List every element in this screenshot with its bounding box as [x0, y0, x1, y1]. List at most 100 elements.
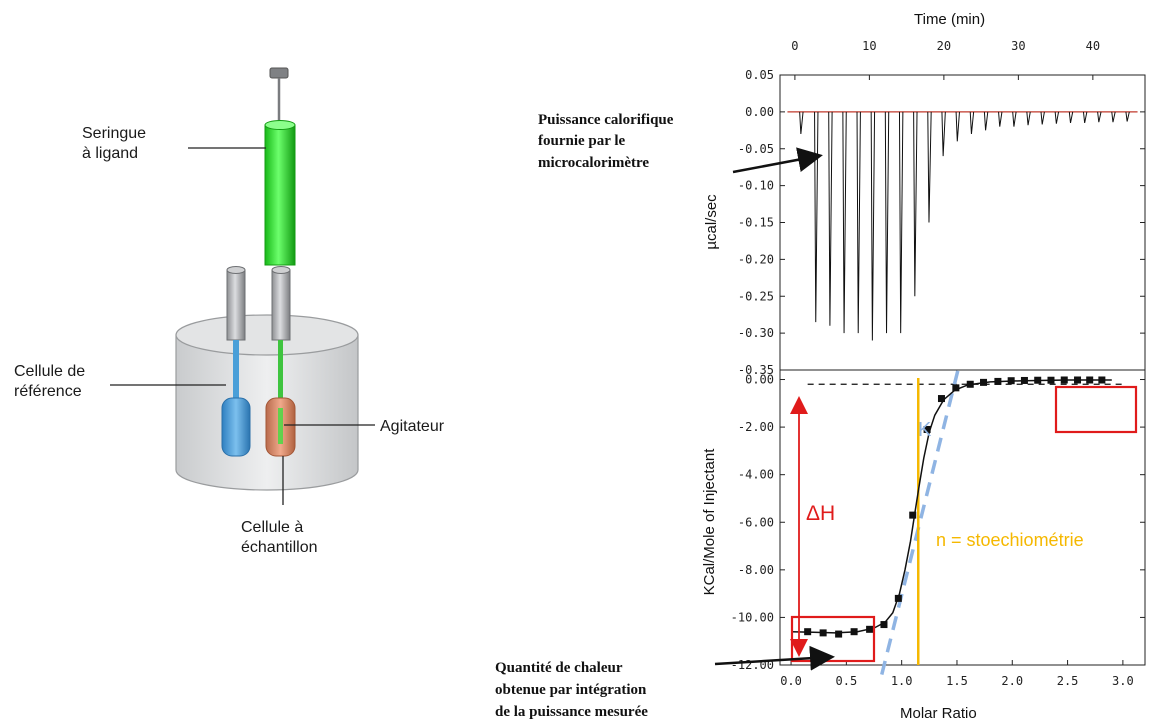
itc-apparatus: Seringue à ligand Cellule de référence A…	[14, 67, 445, 556]
thermogram-peak	[1082, 111, 1088, 124]
thermogram-peak	[998, 111, 1003, 127]
top-y-tick-label: -0.10	[738, 179, 774, 193]
thermogram-frame	[779, 74, 1146, 371]
isotherm-point	[1060, 376, 1068, 384]
k-slope-line	[880, 364, 961, 675]
top-x-ticks: 0 10 20 30 40	[791, 39, 1100, 80]
isotherm-point	[1086, 376, 1094, 384]
thermogram-peak	[828, 111, 833, 326]
thermogram-peak	[955, 111, 960, 142]
high-plateau-box	[1054, 385, 1138, 434]
isotherm-point	[819, 629, 827, 637]
thermogram-peak	[898, 111, 904, 334]
bottom-x-tick-label: 2.0	[1001, 674, 1023, 688]
thermogram-peaks	[799, 111, 1130, 341]
thermogram-peak	[1040, 111, 1045, 125]
thermogram-peak	[1097, 111, 1102, 123]
isotherm-point	[923, 425, 931, 433]
top-y-tick-label: -0.25	[738, 289, 774, 303]
bottom-x-tick-label: 0.0	[780, 674, 802, 688]
isotherm-point	[1020, 376, 1028, 384]
n-label: n = stoechiométrie	[936, 530, 1084, 550]
syringe-label: Seringue	[82, 125, 146, 142]
heat-annotation: Quantité de chaleur obtenue par intégrat…	[495, 645, 835, 720]
thermogram-peak	[941, 111, 946, 157]
bottom-y-axis-label: KCal/Mole of Injectant	[701, 448, 718, 596]
thermogram-peak	[856, 111, 861, 334]
isotherm-point	[909, 511, 917, 519]
thermogram-peak	[1125, 111, 1130, 122]
isotherm-point	[966, 380, 974, 388]
isotherm-point	[835, 630, 843, 638]
isotherm-point	[1047, 376, 1055, 384]
bottom-y-tick-label: 0.00	[745, 373, 774, 387]
syringe-label-line2: à ligand	[82, 145, 138, 162]
power-label-line3: microcalorimètre	[538, 155, 649, 171]
thermogram-peak	[799, 111, 804, 135]
bottom-y-tick-label: -8.00	[738, 563, 774, 577]
thermogram-peak	[842, 111, 847, 334]
thermogram-peak	[983, 111, 989, 131]
isotherm-point	[894, 594, 902, 602]
top-x-tick-label: 30	[1011, 39, 1025, 53]
thermogram-peak	[913, 111, 918, 297]
isotherm-point	[994, 377, 1002, 385]
bottom-x-tick-label: 2.5	[1057, 674, 1079, 688]
isotherm-point	[937, 395, 945, 403]
isotherm-point	[1007, 377, 1015, 385]
bottom-x-ticks: 0.0 0.5 1.0 1.5 2.0 2.5 3.0	[780, 660, 1134, 688]
top-y-tick-label: 0.00	[745, 105, 774, 119]
thermogram-peak	[870, 111, 876, 341]
delta-h-label: ΔH	[806, 502, 835, 525]
top-x-tick-label: 10	[862, 39, 876, 53]
isotherm-panel: 0.0 0.5 1.0 1.5 2.0 2.5 3.0 0.00 -2.00 -4.00 -6.0…	[701, 364, 1146, 722]
low-plateau-box	[790, 615, 876, 663]
reference-cell	[221, 397, 251, 457]
thermogram-peak	[1026, 111, 1031, 126]
top-x-tick-label: 40	[1086, 39, 1100, 53]
isotherm-point	[1098, 376, 1106, 384]
bottom-y-tick-label: -4.00	[738, 468, 774, 482]
heat-label-line3: de la puissance mesurée	[495, 704, 648, 720]
bottom-x-tick-label: 1.5	[946, 674, 968, 688]
isotherm-point	[866, 625, 874, 633]
thermogram-peak	[1012, 111, 1017, 127]
top-x-tick-label: 20	[937, 39, 951, 53]
power-label-line2: fournie par le	[538, 133, 626, 149]
heat-label-line1: Quantité de chaleur	[495, 660, 623, 676]
bottom-y-tick-label: -6.00	[738, 515, 774, 529]
thermogram-peak	[969, 111, 975, 135]
isotherm-points	[804, 376, 1106, 638]
bottom-x-tick-label: 0.5	[836, 674, 858, 688]
reference-label-line2: référence	[14, 383, 82, 400]
thermogram-peak	[927, 111, 932, 223]
bottom-x-tick-label: 3.0	[1112, 674, 1134, 688]
isotherm-point	[804, 628, 812, 636]
top-y-tick-label: -0.20	[738, 252, 774, 266]
bottom-x-tick-label: 1.0	[891, 674, 913, 688]
bottom-x-axis-label: Molar Ratio	[900, 705, 977, 722]
outer-vessel	[175, 314, 359, 491]
isotherm-point	[1074, 376, 1082, 384]
top-y-tick-label: -0.30	[738, 326, 774, 340]
heat-label-line2: obtenue par intégration	[495, 682, 647, 698]
isotherm-point	[980, 378, 988, 386]
isotherm-point	[1034, 376, 1042, 384]
top-y-tick-label: -0.15	[738, 216, 774, 230]
isotherm-point	[850, 628, 858, 636]
thermogram-peak	[884, 111, 890, 334]
k-label: K	[918, 419, 932, 441]
bottom-y-tick-label: -2.00	[738, 420, 774, 434]
reference-label: Cellule de	[14, 363, 85, 380]
thermogram-peak	[814, 111, 819, 323]
sample-label-line2: échantillon	[241, 539, 318, 556]
ligand-syringe	[264, 67, 296, 400]
top-y-tick-label: -0.05	[738, 142, 774, 156]
isotherm-frame	[779, 369, 1146, 666]
thermogram-peak	[1068, 111, 1074, 124]
power-annotation: Puissance calorifique fournie par le mic…	[538, 112, 823, 174]
isotherm-point	[880, 621, 888, 629]
top-y-ticks: 0.05 0.00 -0.05 -0.10 -0.15 -0.20 -0.25 -0.30 -0…	[738, 68, 1145, 377]
top-y-tick-label: 0.05	[745, 68, 774, 82]
